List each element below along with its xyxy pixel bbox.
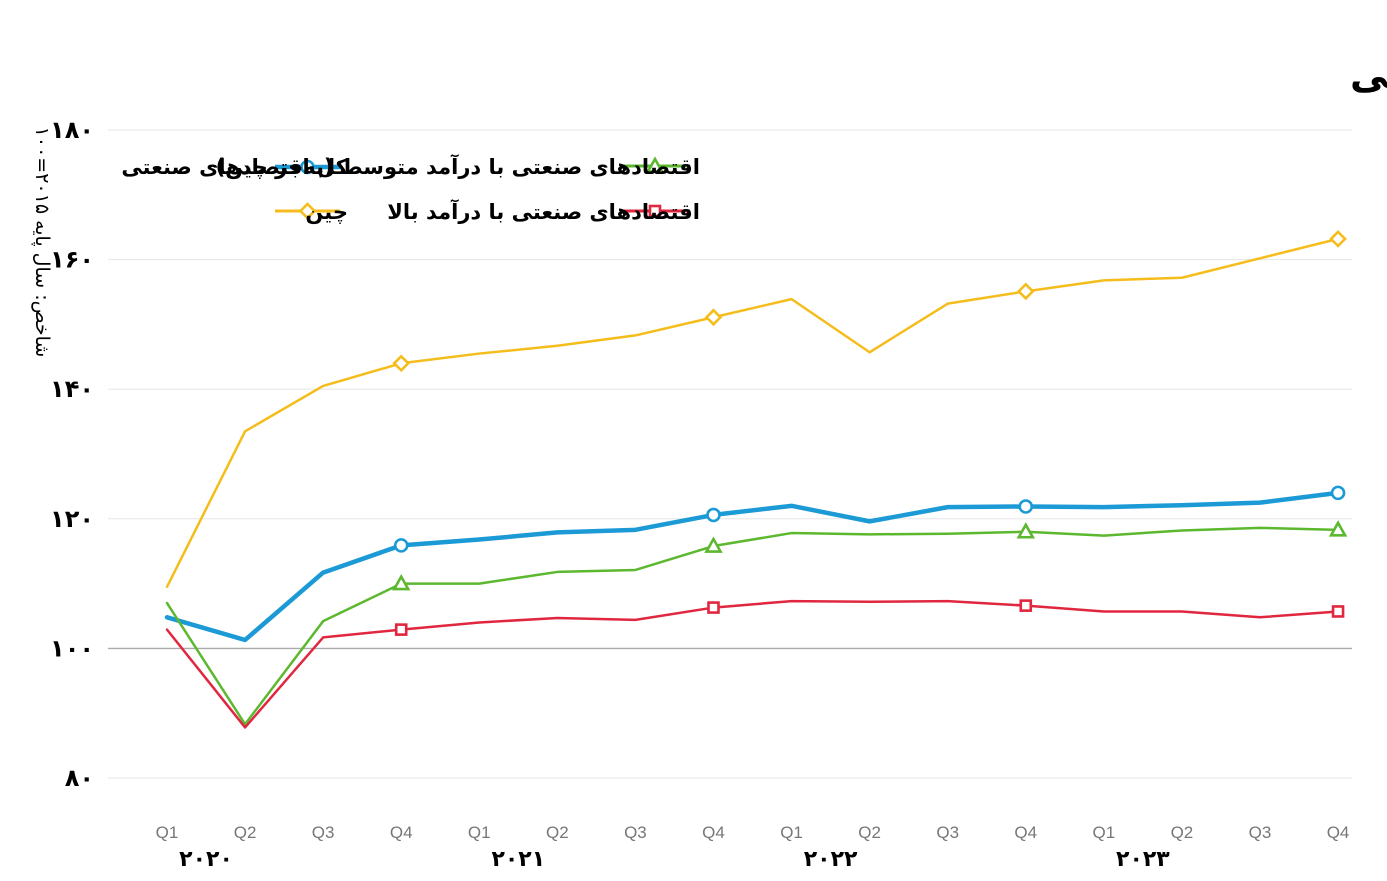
data-point bbox=[1328, 520, 1348, 537]
data-point bbox=[394, 623, 408, 636]
series-line bbox=[165, 526, 1340, 726]
data-point bbox=[1016, 522, 1035, 539]
data-point bbox=[706, 507, 721, 523]
y-axis-ticks: ۸۰ ۱۰۰ ۱۲۰ ۱۴۰ ۱۶۰ ۱۸۰ bbox=[50, 116, 94, 792]
data-point bbox=[645, 156, 665, 173]
data-point bbox=[298, 202, 317, 220]
legend-item: اقتصادهای صنعتی با درآمد متوسط (به‌جز چی… bbox=[216, 154, 700, 179]
data-point bbox=[648, 204, 662, 218]
x-year-label: ۲۰۲۲ bbox=[804, 847, 858, 872]
chart-title: روند حرکت شاخص تولیدات صنعتی به تفکیک گر… bbox=[1350, 53, 1387, 98]
x-year-label: ۲۰۲۳ bbox=[1116, 847, 1170, 872]
data-point bbox=[1018, 499, 1034, 514]
x-tick-label: Q2 bbox=[1171, 823, 1194, 842]
x-tick-label: Q3 bbox=[936, 823, 959, 842]
x-tick-label: Q1 bbox=[1092, 823, 1115, 842]
data-point bbox=[704, 308, 723, 327]
legend-label: کل اقتصادهای صنعتی bbox=[121, 155, 348, 179]
data-point bbox=[300, 159, 315, 175]
x-tick-label: Q3 bbox=[624, 823, 647, 842]
series-lines bbox=[164, 230, 1348, 729]
series-line bbox=[164, 490, 1341, 643]
x-year-label: ۲۰۲۱ bbox=[491, 847, 545, 872]
series-line bbox=[165, 599, 1340, 729]
series-line bbox=[165, 237, 1340, 589]
legend-item: کل اقتصادهای صنعتی bbox=[121, 155, 348, 179]
x-tick-label: Q4 bbox=[1014, 823, 1037, 842]
x-tick-label: Q2 bbox=[546, 823, 569, 842]
y-tick-label: ۸۰ bbox=[65, 764, 94, 792]
x-tick-label: Q2 bbox=[234, 823, 257, 842]
series-0 bbox=[165, 230, 1347, 589]
data-point bbox=[707, 601, 720, 614]
y-axis-label: شاخص: سال پایه ۲۰۱۵=۱۰۰ bbox=[31, 127, 53, 358]
legend-label: چین bbox=[305, 200, 348, 224]
data-point bbox=[1016, 282, 1035, 301]
data-point bbox=[704, 536, 723, 553]
x-tick-label: Q4 bbox=[1327, 823, 1350, 842]
data-point bbox=[391, 573, 411, 591]
x-tick-label: Q1 bbox=[780, 823, 803, 842]
y-tick-label: ۱۴۰ bbox=[50, 375, 94, 403]
y-tick-label: ۱۶۰ bbox=[50, 246, 94, 274]
data-point bbox=[1331, 605, 1345, 618]
series-2 bbox=[165, 520, 1348, 726]
data-point bbox=[1329, 230, 1347, 248]
x-tick-label: Q2 bbox=[858, 823, 881, 842]
x-tick-label: Q3 bbox=[312, 823, 335, 842]
legend-label: اقتصادهای صنعتی با درآمد متوسط (به‌جز چی… bbox=[216, 154, 700, 179]
x-axis-ticks: Q1 Q2 Q3 Q4 Q1 Q2 Q3 Q4 Q1 Q2 Q3 Q4 Q1 Q2 Q3 Q4 ۲۰۲۰ ۲۰۲۱… bbox=[156, 823, 1350, 872]
series-3 bbox=[165, 599, 1345, 729]
x-tick-label: Q1 bbox=[468, 823, 491, 842]
data-point bbox=[393, 538, 409, 553]
x-tick-label: Q1 bbox=[156, 823, 179, 842]
series-1 bbox=[164, 485, 1346, 643]
data-point bbox=[392, 354, 411, 373]
x-year-label: ۲۰۲۰ bbox=[179, 847, 233, 872]
data-point bbox=[1330, 485, 1346, 501]
y-tick-label: ۱۰۰ bbox=[50, 634, 94, 662]
data-point bbox=[1019, 599, 1033, 612]
legend-label: اقتصادهای صنعتی با درآمد بالا bbox=[387, 199, 700, 224]
y-tick-label: ۱۸۰ bbox=[50, 116, 94, 144]
grid-lines bbox=[108, 129, 1352, 779]
x-tick-label: Q4 bbox=[702, 823, 725, 842]
legend-item: اقتصادهای صنعتی با درآمد بالا bbox=[387, 199, 700, 224]
legend-item: چین bbox=[275, 200, 348, 224]
y-tick-label: ۱۲۰ bbox=[50, 505, 94, 533]
x-tick-label: Q3 bbox=[1249, 823, 1272, 842]
x-tick-label: Q4 bbox=[390, 823, 413, 842]
